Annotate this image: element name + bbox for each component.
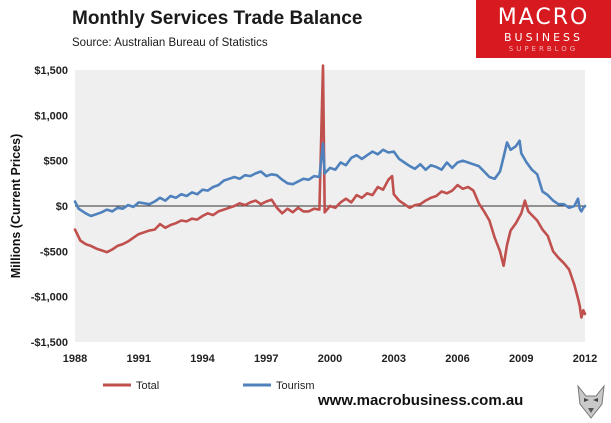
wolf-mascot-icon [577, 384, 605, 419]
y-axis-label: Millions (Current Prices) [9, 134, 23, 278]
x-tick-label: 1994 [190, 353, 215, 365]
macrobusiness-logo[interactable]: MACRO BUSINESS SUPERBLOG [476, 0, 611, 58]
legend-label-total: Total [136, 380, 159, 392]
series-line-total [73, 64, 587, 319]
chart-source: Source: Australian Bureau of Statistics [72, 37, 268, 49]
x-tick-label: 1991 [127, 353, 151, 365]
legend: Total Tourism [103, 380, 315, 392]
series-line-tourism [73, 139, 587, 218]
y-tick-label: $0 [56, 201, 68, 213]
x-tick-label: 2009 [509, 353, 533, 365]
x-tick-label: 2000 [318, 353, 342, 365]
series-layer [73, 64, 587, 319]
y-tick-label: -$500 [40, 246, 68, 258]
chart-title: Monthly Services Trade Balance [72, 8, 363, 29]
logo-business-text: BUSINESS [504, 31, 583, 44]
x-tick-label: 2012 [573, 353, 597, 365]
x-axis-ticks: 1988 1991 1994 1997 2000 2003 2006 2009 2012 [63, 353, 597, 365]
x-tick-label: 2006 [445, 353, 469, 365]
y-tick-label: $1,000 [34, 110, 68, 122]
x-tick-label: 1988 [63, 353, 87, 365]
y-tick-label: $500 [44, 156, 68, 168]
y-tick-label: $1,500 [34, 65, 68, 77]
website-url[interactable]: www.macrobusiness.com.au [318, 392, 524, 409]
y-tick-label: -$1,500 [31, 337, 68, 349]
legend-label-tourism: Tourism [276, 380, 315, 392]
y-axis-ticks: -$1,500 -$1,000 -$500 $0 $500 $1,000 $1,500 [31, 65, 68, 349]
logo-superblog-text: SUPERBLOG [508, 45, 579, 53]
y-tick-label: -$1,000 [31, 292, 68, 304]
x-tick-label: 2003 [382, 353, 406, 365]
logo-macro-text: MACRO [497, 5, 590, 30]
x-tick-label: 1997 [254, 353, 278, 365]
